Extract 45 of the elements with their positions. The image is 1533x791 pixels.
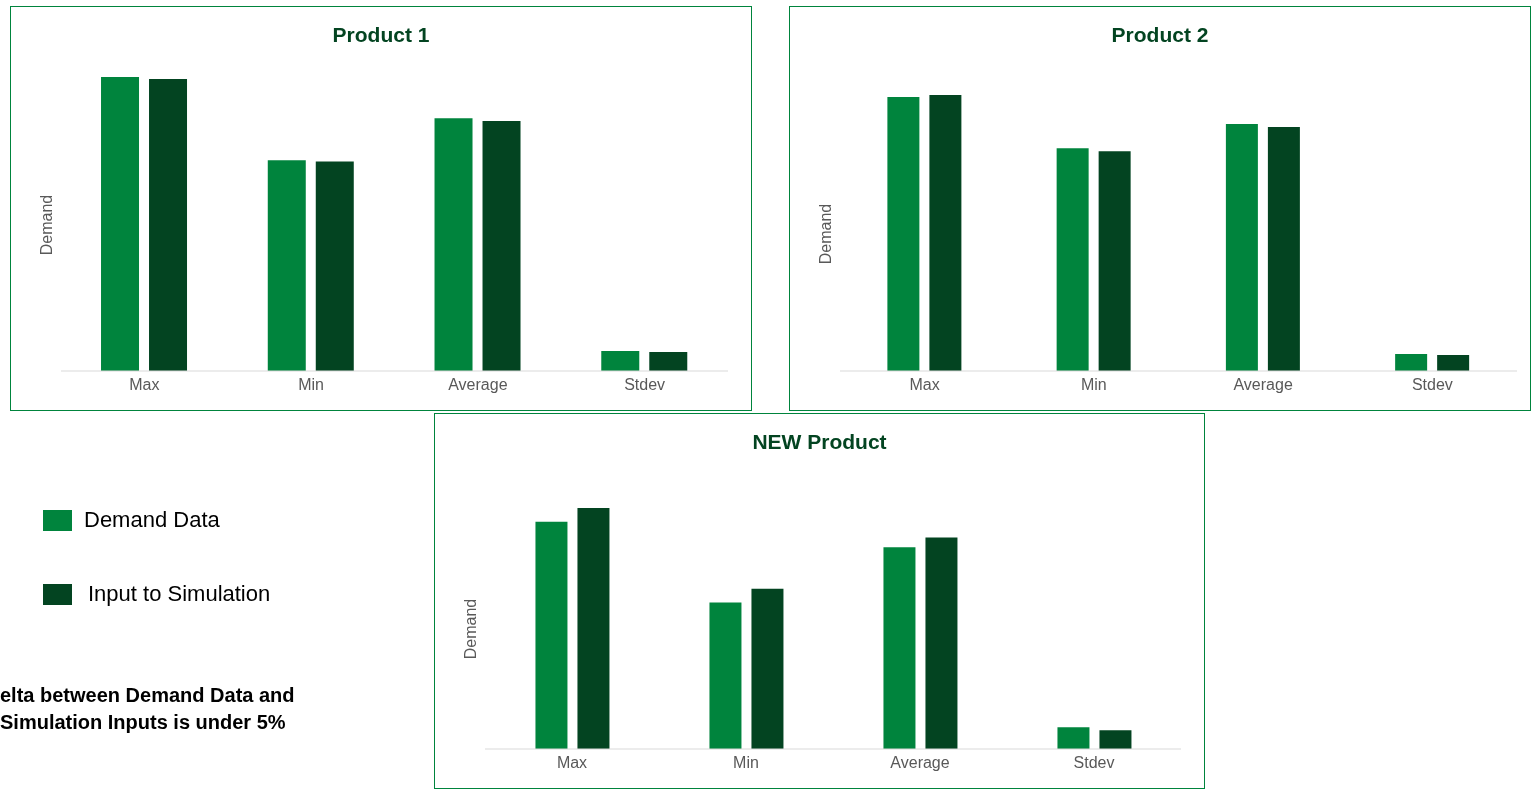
x-tick-label: Max [556, 754, 588, 772]
bar [434, 118, 473, 371]
bar [267, 160, 306, 371]
bar [649, 351, 688, 371]
x-tick-label: Average [448, 376, 508, 394]
text: elta between Demand Data and Simulation Inputs is under 5% [0, 683, 296, 735]
x-tick-label: Average [1233, 376, 1293, 394]
x-tick-label: Stdev [624, 376, 666, 394]
x-tick-label: Max [909, 376, 940, 394]
x-tick-label: Stdev [1073, 754, 1115, 772]
bar [149, 79, 188, 371]
bar [1099, 730, 1132, 749]
bar [1437, 354, 1470, 371]
x-tick-label: Max [129, 376, 160, 394]
bar [1057, 727, 1090, 749]
bar [315, 161, 354, 371]
bar [1225, 123, 1258, 371]
bar [1395, 353, 1428, 371]
legend-label: Demand Data [84, 507, 220, 533]
bar [1056, 148, 1089, 371]
chart-title: NEW Product [751, 430, 888, 454]
bar [709, 602, 742, 749]
bar [101, 77, 140, 371]
bar [577, 508, 610, 749]
chart-title: Product 1 [331, 23, 431, 47]
bar [751, 588, 784, 749]
bar [1267, 127, 1300, 371]
legend-label: Input to Simulation [88, 581, 271, 607]
bar [601, 351, 640, 371]
x-tick-label: Min [733, 754, 759, 772]
y-axis-title: Demand [817, 203, 835, 264]
bar [883, 547, 916, 749]
x-tick-label: Average [890, 754, 950, 772]
y-axis-title: Demand [462, 598, 480, 660]
y-axis-title: Demand [38, 194, 56, 255]
bar [535, 521, 568, 749]
bar [887, 96, 920, 371]
bar [929, 95, 962, 371]
bar [1098, 151, 1131, 371]
x-tick-label: Min [298, 376, 325, 394]
x-tick-label: Stdev [1411, 376, 1453, 394]
x-tick-label: Min [1080, 376, 1107, 394]
bar [925, 537, 958, 749]
chart-title: Product 2 [1110, 23, 1210, 47]
bar [482, 121, 521, 371]
